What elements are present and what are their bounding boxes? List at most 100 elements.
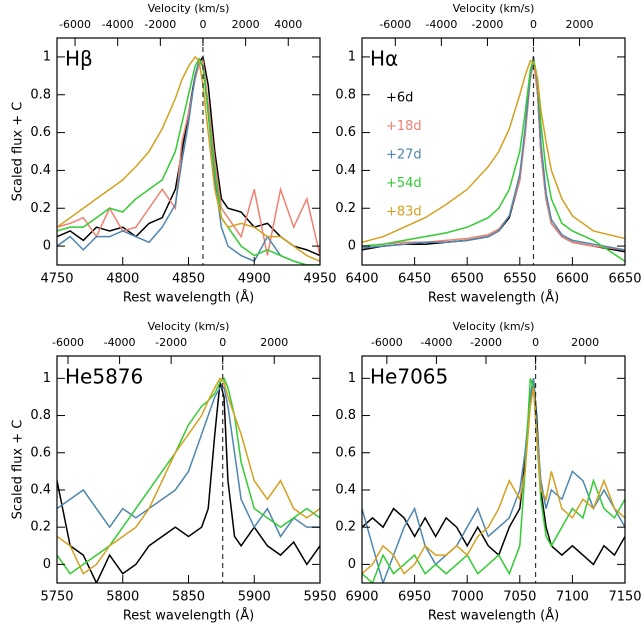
x-tick-label: 4900 xyxy=(238,272,271,287)
spectrum-line xyxy=(57,55,320,262)
x-tick-label: 4750 xyxy=(40,272,73,287)
y-tick-label: 1 xyxy=(348,49,356,64)
x-tick-label: 7100 xyxy=(556,590,589,605)
x-tick-label: 6600 xyxy=(556,272,589,287)
x2-tick-label: -4000 xyxy=(104,336,136,349)
legend-entry: +6d xyxy=(386,91,413,106)
legend-entry: +54d xyxy=(386,176,422,191)
x2-axis-label: Velocity (km/s) xyxy=(453,320,535,333)
panel-title: He5876 xyxy=(65,365,143,389)
x2-tick-label: -6000 xyxy=(379,18,411,31)
plot-frame xyxy=(361,355,626,584)
legend-entry: +27d xyxy=(386,148,422,163)
x-axis-label: Rest wavelength (Å) xyxy=(123,290,254,306)
legend-entry: +18d xyxy=(386,119,422,134)
x2-tick-label: -2000 xyxy=(471,18,503,31)
x2-axis-label: Velocity (km/s) xyxy=(148,2,230,15)
y-tick-label: 0.6 xyxy=(30,125,51,140)
x2-tick-label: -6000 xyxy=(52,336,84,349)
x-tick-label: 5850 xyxy=(172,590,205,605)
plot-area xyxy=(362,356,625,583)
spectrum-line xyxy=(362,59,625,244)
x2-tick-label: -4000 xyxy=(102,18,134,31)
x2-tick-label: -6000 xyxy=(59,18,91,31)
x2-tick-label: 0 xyxy=(219,336,226,349)
plot-area xyxy=(57,38,320,265)
spectrum-line xyxy=(57,377,320,575)
x-tick-label: 4850 xyxy=(172,272,205,287)
x2-tick-label: -2000 xyxy=(155,336,187,349)
x-tick-label: 7150 xyxy=(608,590,641,605)
x-tick-label: 7050 xyxy=(503,590,536,605)
x-axis-label: Rest wavelength (Å) xyxy=(428,290,559,306)
x2-tick-label: 2000 xyxy=(571,336,599,349)
y-tick-label: 0.6 xyxy=(30,445,51,460)
spectrum-line xyxy=(57,58,320,265)
spectrum-line xyxy=(57,57,320,265)
y-tick-label: 1 xyxy=(43,371,51,386)
y-tick-label: 0.2 xyxy=(30,520,51,535)
plot-area xyxy=(57,356,320,583)
y-tick-label: 0 xyxy=(348,239,356,254)
x2-axis-label: Velocity (km/s) xyxy=(453,2,535,15)
spectrum-line xyxy=(57,386,320,538)
y-tick-label: 1 xyxy=(348,371,356,386)
x2-tick-label: 4000 xyxy=(274,18,302,31)
panel-title: Hβ xyxy=(65,47,93,71)
x-tick-label: 6900 xyxy=(345,590,378,605)
x2-tick-label: 0 xyxy=(199,18,206,31)
y-tick-label: 0 xyxy=(43,557,51,572)
y-tick-label: 0.4 xyxy=(30,163,51,178)
x-tick-label: 4800 xyxy=(106,272,139,287)
spectrum-line xyxy=(57,381,320,583)
y-tick-label: 0 xyxy=(43,239,51,254)
x-axis-label: Rest wavelength (Å) xyxy=(123,608,254,624)
x2-tick-label: 0 xyxy=(530,18,537,31)
plot-frame xyxy=(361,37,626,266)
panel-title: Hα xyxy=(370,47,398,71)
spectrum-line xyxy=(362,378,625,566)
x-tick-label: 6950 xyxy=(398,590,431,605)
x2-tick-label: 2000 xyxy=(232,18,260,31)
y-tick-label: 0.6 xyxy=(335,125,356,140)
spectrum-line xyxy=(362,387,625,575)
plot-area xyxy=(362,38,625,265)
spectrum-line xyxy=(57,377,320,575)
legend-entry: +83d xyxy=(386,205,422,220)
y-tick-label: 0.8 xyxy=(335,87,356,102)
x2-axis-label: Velocity (km/s) xyxy=(148,320,230,333)
y-tick-label: 0.4 xyxy=(30,482,51,497)
panel-title: He7065 xyxy=(370,365,448,389)
x-tick-label: 6550 xyxy=(503,272,536,287)
plot-frame xyxy=(56,37,321,266)
spectrum-line xyxy=(362,58,625,262)
y-tick-label: 0.8 xyxy=(335,408,356,423)
spectrum-line xyxy=(362,378,625,583)
x-tick-label: 5800 xyxy=(106,590,139,605)
y-tick-label: 0.2 xyxy=(30,201,51,216)
x-tick-label: 5900 xyxy=(238,590,271,605)
x-tick-label: 5950 xyxy=(303,590,336,605)
y-tick-label: 0.4 xyxy=(335,163,356,178)
x2-tick-label: 0 xyxy=(532,336,539,349)
y-tick-label: 1 xyxy=(43,49,51,64)
y-axis-label: Scaled flux + C xyxy=(11,102,26,202)
x2-tick-label: -4000 xyxy=(425,18,457,31)
y-tick-label: 0 xyxy=(348,557,356,572)
x-tick-label: 6650 xyxy=(608,272,641,287)
x-tick-label: 4950 xyxy=(303,272,336,287)
y-tick-label: 0.2 xyxy=(335,520,356,535)
spectrum-line xyxy=(57,55,320,257)
x-tick-label: 6500 xyxy=(451,272,484,287)
y-tick-label: 0.4 xyxy=(335,482,356,497)
x-tick-label: 7000 xyxy=(451,590,484,605)
x2-tick-label: -2000 xyxy=(470,336,502,349)
x-tick-label: 5750 xyxy=(40,590,73,605)
x-tick-label: 6400 xyxy=(345,272,378,287)
spectrum-line xyxy=(362,58,625,251)
y-tick-label: 0.2 xyxy=(335,201,356,216)
x2-tick-label: 2000 xyxy=(260,336,288,349)
x2-tick-label: -6000 xyxy=(371,336,403,349)
x-tick-label: 6450 xyxy=(398,272,431,287)
